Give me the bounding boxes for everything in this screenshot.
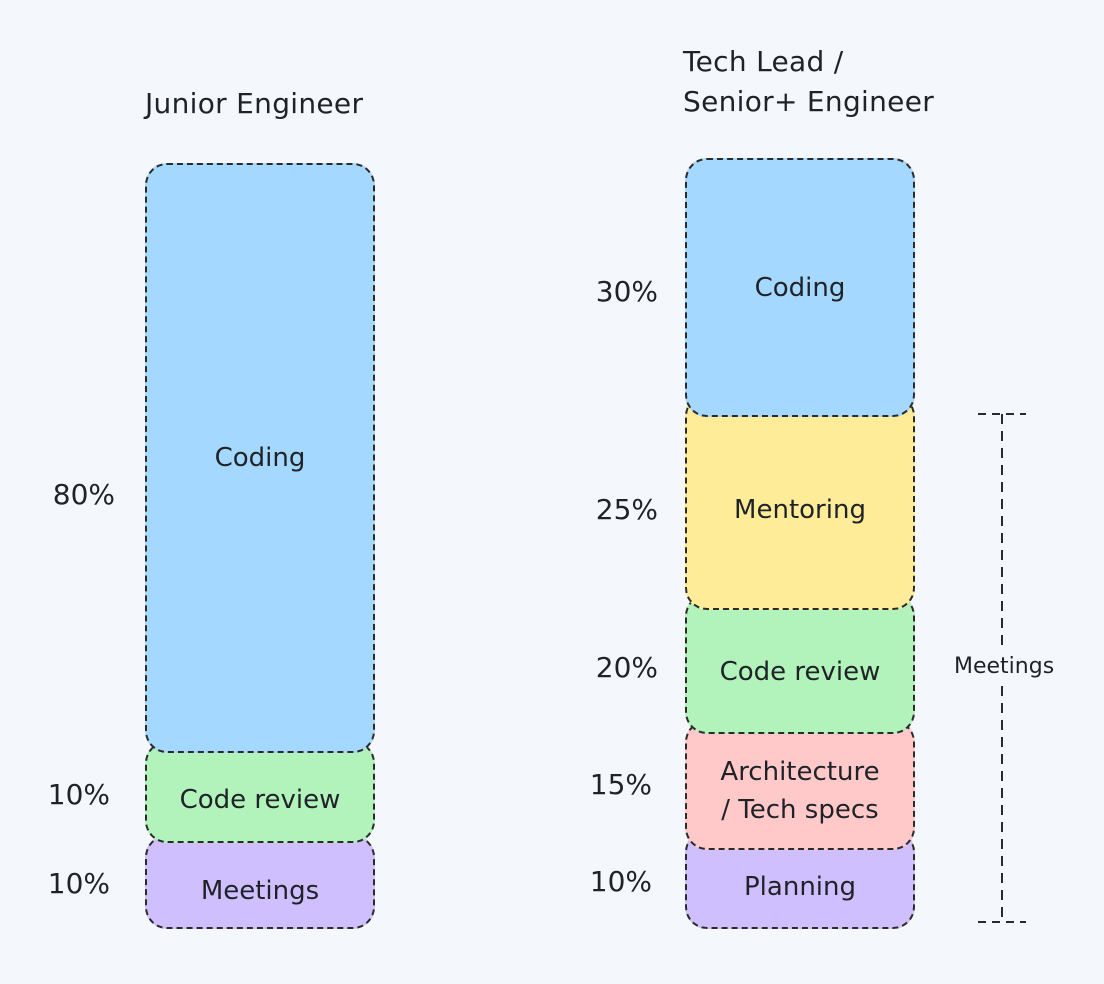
lead-segment-coding: Coding bbox=[685, 158, 915, 417]
lead-segment-code-review-label: Code review bbox=[719, 657, 881, 687]
junior-segment-coding: Coding bbox=[145, 163, 375, 753]
lead-segment-architecture-label: Architecture / Tech specs bbox=[720, 757, 880, 825]
lead-segment-coding-label: Coding bbox=[754, 272, 846, 303]
meetings-bracket-label: Meetings bbox=[950, 652, 1059, 682]
junior-engineer-column: Meetings Code review Coding bbox=[145, 163, 375, 929]
junior-segment-meetings-label: Meetings bbox=[200, 876, 320, 906]
lead-segment-code-review: Code review bbox=[685, 594, 915, 734]
junior-engineer-title: Junior Engineer bbox=[145, 87, 364, 120]
junior-percent-meetings: 10% bbox=[47, 867, 110, 900]
lead-percent-coding: 30% bbox=[595, 275, 658, 308]
lead-percent-mentoring: 25% bbox=[595, 493, 658, 526]
lead-segment-mentoring: Mentoring bbox=[685, 394, 915, 610]
tech-lead-title: Tech Lead / Senior+ Engineer bbox=[683, 45, 935, 118]
junior-percent-coding: 80% bbox=[52, 478, 115, 511]
junior-segment-meetings: Meetings bbox=[145, 835, 375, 929]
junior-segment-coding-label: Coding bbox=[214, 443, 306, 473]
lead-segment-architecture: Architecture / Tech specs bbox=[685, 720, 915, 850]
lead-percent-planning: 10% bbox=[589, 865, 652, 898]
junior-segment-code-review-label: Code review bbox=[179, 785, 341, 815]
lead-segment-mentoring-label: Mentoring bbox=[734, 495, 866, 525]
junior-segment-code-review: Code review bbox=[145, 741, 375, 843]
lead-percent-architecture: 15% bbox=[589, 768, 652, 801]
junior-percent-code-review: 10% bbox=[47, 778, 110, 811]
lead-percent-code-review: 20% bbox=[595, 651, 658, 684]
tech-lead-column: Planning Architecture / Tech specs Code … bbox=[685, 158, 915, 929]
meetings-bracket bbox=[978, 413, 1026, 923]
lead-segment-planning-label: Planning bbox=[744, 871, 856, 902]
